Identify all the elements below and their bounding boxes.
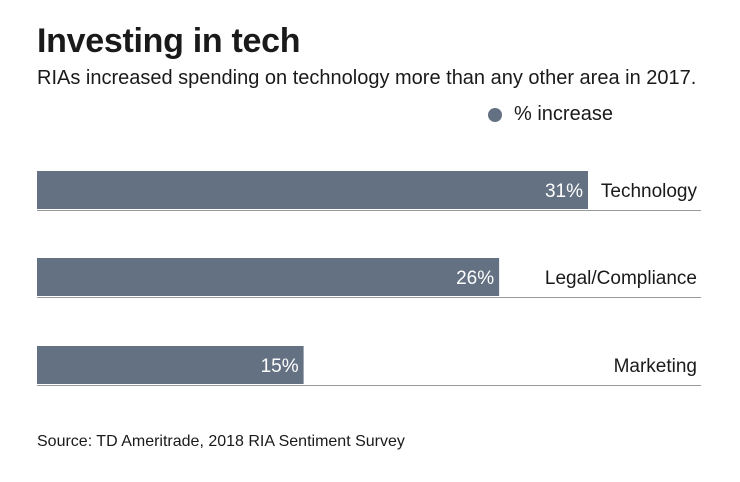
legend-label: % increase <box>514 103 613 125</box>
legend: % increase <box>488 103 613 126</box>
category-label: Marketing <box>614 356 697 377</box>
chart-subtitle: RIAs increased spending on technology mo… <box>37 67 697 89</box>
bar-marketing <box>37 346 304 384</box>
category-label: Technology <box>601 181 698 202</box>
legend-marker <box>488 107 502 122</box>
bar-legal-compliance <box>37 258 500 296</box>
value-label: 26% <box>456 268 494 289</box>
source-note: Source: TD Ameritrade, 2018 RIA Sentimen… <box>37 433 405 450</box>
category-label: Legal/Compliance <box>545 268 697 289</box>
chart-title: Investing in tech <box>37 22 301 60</box>
bar-technology <box>37 171 588 209</box>
value-label: 31% <box>545 181 583 202</box>
value-label: 15% <box>261 356 299 377</box>
